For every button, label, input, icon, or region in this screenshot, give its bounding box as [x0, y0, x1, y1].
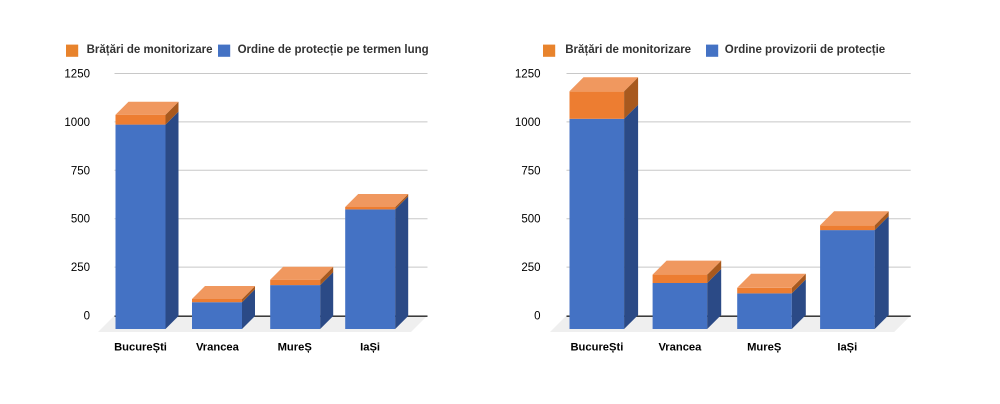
svg-text:Ordine provizorii de protecție: Ordine provizorii de protecție	[725, 44, 885, 56]
svg-text:750: 750	[71, 165, 90, 177]
svg-text:Brățări de monitorizare: Brățări de monitorizare	[565, 44, 691, 56]
svg-text:MureȘ: MureȘ	[278, 341, 313, 353]
svg-text:MureȘ: MureȘ	[747, 341, 782, 353]
svg-text:250: 250	[71, 262, 90, 274]
svg-text:Vrancea: Vrancea	[658, 341, 702, 353]
svg-text:250: 250	[521, 262, 540, 274]
svg-text:1000: 1000	[515, 117, 541, 129]
svg-text:IaȘi: IaȘi	[360, 341, 380, 353]
svg-text:1000: 1000	[64, 117, 90, 129]
svg-text:BucureȘti: BucureȘti	[114, 341, 167, 353]
svg-text:1250: 1250	[515, 69, 541, 81]
svg-text:IaȘi: IaȘi	[837, 341, 857, 353]
svg-text:750: 750	[521, 165, 540, 177]
svg-text:Brățări de monitorizare: Brățări de monitorizare	[87, 44, 213, 56]
svg-text:BucureȘti: BucureȘti	[570, 341, 623, 353]
svg-text:500: 500	[71, 214, 90, 226]
svg-text:Ordine de protecție pe termen: Ordine de protecție pe termen lung	[238, 44, 429, 56]
svg-text:Vrancea: Vrancea	[196, 341, 240, 353]
svg-text:500: 500	[521, 214, 540, 226]
svg-text:1250: 1250	[64, 69, 90, 81]
svg-text:0: 0	[84, 311, 90, 323]
svg-text:0: 0	[534, 311, 540, 323]
